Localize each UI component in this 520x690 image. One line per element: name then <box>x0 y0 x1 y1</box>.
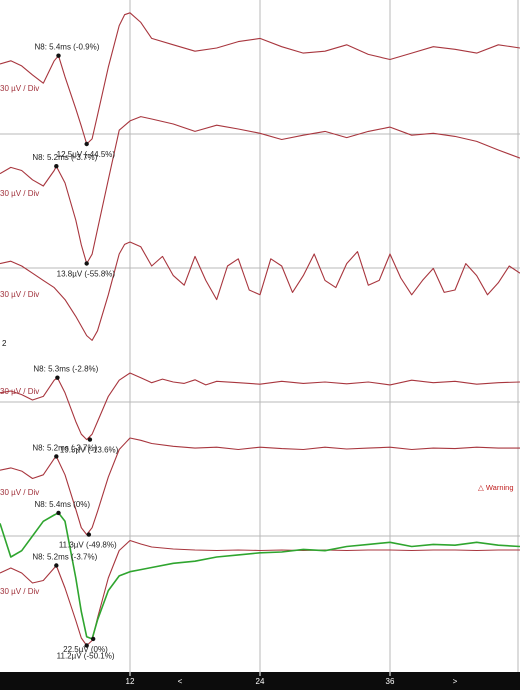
peak-dot-1-1[interactable] <box>84 261 89 266</box>
peak-dot-4-0[interactable] <box>54 454 59 459</box>
peak-label-3-1: 19.5µV (-13.6%) <box>60 446 119 455</box>
scale-label-5: 30 µV / Div <box>0 587 39 596</box>
peak-dot-3-0[interactable] <box>55 375 60 380</box>
peak-label-0-0: N8: 5.4ms (-0.9%) <box>35 43 100 52</box>
peak-dot-0-0[interactable] <box>56 53 61 58</box>
x-tick-label-1: 24 <box>256 677 265 686</box>
scale-label-3: 30 µV / Div <box>0 387 39 396</box>
peak-label-4-0: N8: 5.2ms (-3.7%) <box>32 443 97 452</box>
x-tick-label-2: 36 <box>386 677 395 686</box>
scale-label-0: 30 µV / Div <box>0 84 39 93</box>
channel-marker: 2 <box>2 339 7 348</box>
peak-label-0-1: 12.5µV (-44.5%) <box>57 150 116 159</box>
peak-label-6-0: N8: 5.4ms (0%) <box>35 500 91 509</box>
trace-2 <box>0 241 520 341</box>
scale-label-4: 30 µV / Div <box>0 488 39 497</box>
peak-dot-5-1[interactable] <box>84 643 89 648</box>
warning-label[interactable]: △ Warning <box>478 483 514 492</box>
peak-label-6-1: 22.5µV (0%) <box>63 645 108 654</box>
scale-labels: 30 µV / Div 30 µV / Div 30 µV / Div 30 µV /… <box>0 84 39 596</box>
nav-arrow-0[interactable]: < <box>178 677 183 686</box>
peak-label-3-0: N8: 5.3ms (-2.8%) <box>33 365 98 374</box>
peak-markers: N8: 5.4ms (-0.9%)12.5µV (-44.5%)N8: 5.2m… <box>32 43 118 661</box>
x-tick-label-0: 12 <box>126 677 135 686</box>
scale-label-1: 30 µV / Div <box>0 189 39 198</box>
x-axis-bar <box>0 672 520 690</box>
peak-dot-5-0[interactable] <box>54 563 59 568</box>
peak-dot-1-0[interactable] <box>54 163 59 169</box>
peak-dot-6-1[interactable] <box>90 636 96 642</box>
grid <box>0 0 520 672</box>
nav-arrow-1[interactable]: > <box>453 677 458 686</box>
scale-label-2: 30 µV / Div <box>0 290 39 299</box>
peak-label-1-0: N8: 5.2ms (-3.7%) <box>32 153 97 162</box>
peak-label-4-1: 11.3µV (-49.8%) <box>59 541 117 550</box>
peak-dot-6-0[interactable] <box>56 510 61 516</box>
x-axis: 12 24 36 < > <box>126 672 458 686</box>
peak-label-5-0: N8: 5.2ms (-3.7%) <box>32 553 97 562</box>
peak-dot-3-1[interactable] <box>87 437 93 442</box>
peak-dot-4-1[interactable] <box>86 532 92 537</box>
trace-3 <box>0 372 520 441</box>
peak-label-1-1: 13.8µV (-55.8%) <box>57 270 116 279</box>
peak-label-5-1: 11.2µV (-50.1%) <box>57 652 115 661</box>
peak-dot-0-1[interactable] <box>84 141 89 147</box>
